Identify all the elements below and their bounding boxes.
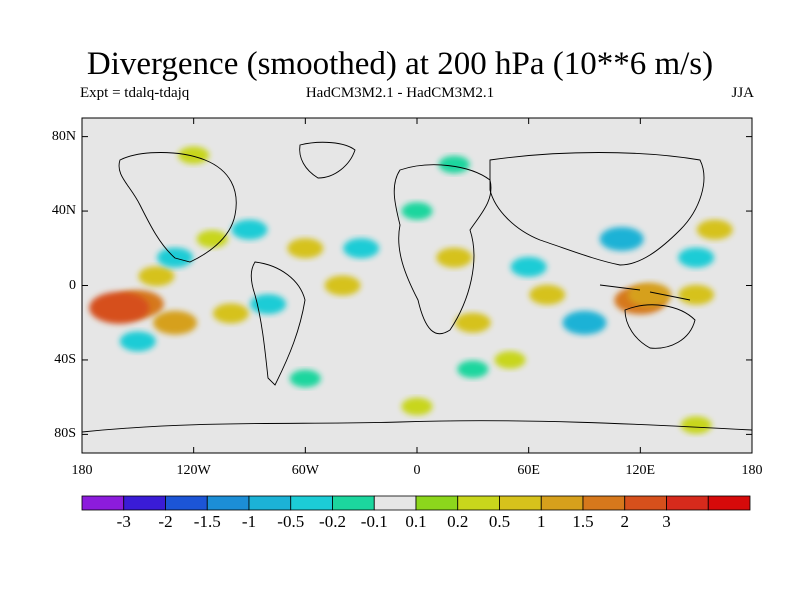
map-title: Divergence (smoothed) at 200 hPa (10**6 … xyxy=(86,46,714,82)
field-region-30 xyxy=(401,397,433,416)
colorbar-label-13: 3 xyxy=(662,512,671,531)
field-region-11 xyxy=(627,282,672,307)
colorbar xyxy=(81,495,751,511)
colorbar-swatch-2 xyxy=(165,495,208,511)
colorbar-swatch-14 xyxy=(666,495,709,511)
colorbar-swatch-7 xyxy=(373,495,417,511)
field-region-9 xyxy=(529,284,566,305)
colorbar-swatch-13 xyxy=(624,495,667,511)
field-region-19 xyxy=(343,238,380,259)
colorbar-label-1: -2 xyxy=(158,512,173,531)
lon-label-0: 180 xyxy=(71,463,93,478)
field-region-16 xyxy=(119,331,156,352)
coastline-indonesia xyxy=(599,284,691,301)
colorbar-swatch-3 xyxy=(206,495,250,511)
colorbar-swatch-5 xyxy=(290,495,333,511)
longitude-ticks xyxy=(81,118,753,453)
field-region-15 xyxy=(494,351,526,369)
colorbar-label-4: -0.5 xyxy=(277,512,305,531)
field-region-13 xyxy=(696,219,733,240)
colorbar-swatch-10 xyxy=(499,495,542,511)
field-region-12 xyxy=(678,284,715,305)
field-region-23 xyxy=(599,226,644,251)
field-region-22 xyxy=(562,310,607,335)
colorbar-label-0: -3 xyxy=(116,512,131,531)
latitude-ticks xyxy=(82,136,752,435)
field-region-8 xyxy=(454,312,491,333)
colorbar-label-7: 0.1 xyxy=(405,512,427,531)
field-region-27 xyxy=(289,369,321,388)
field-region-21 xyxy=(510,256,547,277)
field-region-28 xyxy=(438,155,470,174)
colorbar-swatch-0 xyxy=(81,495,125,511)
coastline-australia xyxy=(624,304,696,349)
field-region-3 xyxy=(212,303,249,324)
divergence-field xyxy=(89,146,733,434)
lon-label-5: 120E xyxy=(625,463,656,478)
field-region-1 xyxy=(89,291,150,324)
field-region-14 xyxy=(436,247,473,268)
field-region-29 xyxy=(178,146,210,165)
experiment-label: Expt = tdalq-tdajq xyxy=(80,85,190,101)
field-region-6 xyxy=(287,238,324,259)
model-comparison-label: HadCM3M2.1 - HadCM3M2.1 xyxy=(305,85,495,101)
colorbar-swatch-6 xyxy=(332,495,375,511)
colorbar-swatch-15 xyxy=(707,495,751,511)
field-region-20 xyxy=(401,202,433,220)
field-region-24 xyxy=(678,247,715,268)
lon-label-3: 0 xyxy=(413,463,421,478)
colorbar-swatch-8 xyxy=(415,495,459,511)
colorbar-label-3: -1 xyxy=(241,512,257,531)
colorbar-label-12: 2 xyxy=(620,512,630,531)
colorbar-swatch-1 xyxy=(123,495,166,511)
lat-label-1: 40N xyxy=(51,203,76,219)
lat-label-0: 80N xyxy=(51,128,76,144)
season-label: JJA xyxy=(731,85,754,101)
lat-label-4: 80S xyxy=(54,426,76,442)
field-region-26 xyxy=(457,360,489,379)
lon-label-4: 60E xyxy=(517,463,540,478)
colorbar-swatch-9 xyxy=(457,495,500,511)
field-region-25 xyxy=(250,294,287,315)
colorbar-label-6: -0.1 xyxy=(360,512,388,531)
colorbar-label-8: 0.2 xyxy=(447,512,469,531)
field-region-4 xyxy=(138,266,175,287)
field-region-7 xyxy=(324,275,361,296)
field-region-31 xyxy=(680,416,712,434)
colorbar-swatch-12 xyxy=(582,495,626,511)
field-region-18 xyxy=(231,219,268,240)
lat-label-3: 40S xyxy=(54,351,76,367)
lon-label-1: 120W xyxy=(176,463,211,478)
colorbar-label-10: 1 xyxy=(537,512,546,531)
coastlines xyxy=(82,141,752,433)
field-region-5 xyxy=(196,230,228,248)
colorbar-label-9: 0.5 xyxy=(488,512,511,531)
coastline-south-america xyxy=(250,261,306,386)
colorbar-label-2: -1.5 xyxy=(193,512,221,531)
colorbar-label-11: 1.5 xyxy=(572,512,594,531)
field-region-2 xyxy=(153,310,198,335)
coastline-greenland xyxy=(299,141,356,179)
lon-label-6: 180 xyxy=(741,463,763,478)
colorbar-swatch-4 xyxy=(248,495,292,511)
coastline-antarctica xyxy=(82,420,752,433)
colorbar-swatch-11 xyxy=(540,495,584,511)
coastline-asia xyxy=(489,152,705,266)
coastline-north-america xyxy=(118,152,237,263)
lat-label-2: 0 xyxy=(69,277,76,293)
lon-label-2: 60W xyxy=(291,463,319,478)
colorbar-label-5: -0.2 xyxy=(319,512,346,531)
